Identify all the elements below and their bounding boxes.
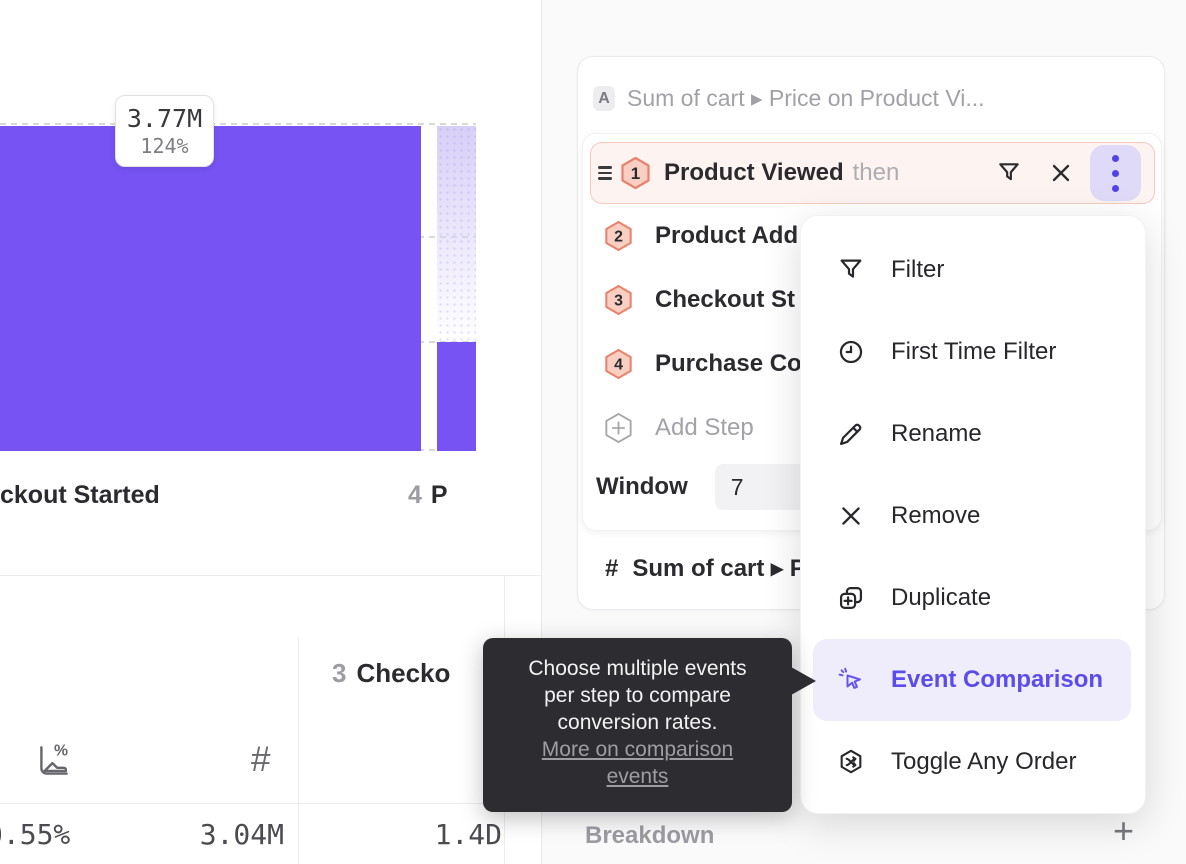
first-time-filter-icon [837,338,865,366]
event-comparison-tooltip: Choose multiple events per step to compa… [483,638,816,812]
step-3-label[interactable]: Checkout St [655,286,796,313]
bar-percent: 124% [140,134,189,158]
section-divider [0,575,541,576]
conversion-rate-icon[interactable]: % [33,740,75,782]
menu-item-filter[interactable]: Filter [813,229,1131,311]
series-a-badge: A [593,86,615,111]
svg-text:4: 4 [614,357,623,374]
bar-value-tooltip: 3.77M 124% [115,95,214,167]
add-step-button[interactable]: Add Step [583,396,1161,460]
step4-text: P [430,481,448,509]
metric-header-row[interactable]: A Sum of cart ▸ Price on Product Vi... [593,85,985,112]
more-on-comparison-events-link[interactable]: More on comparison events [541,738,734,788]
filter-icon [837,256,865,284]
menu-item-duplicate[interactable]: Duplicate [813,557,1131,639]
table-value-conversion: 0.55% [0,818,71,851]
table-value-count: 3.04M [199,818,284,851]
tooltip-line-1: Choose multiple events [528,657,747,680]
gridline [0,123,476,125]
menu-item-toggle-any-order[interactable]: Toggle Any Order [813,721,1131,803]
step-row-4[interactable]: 4 Purchase Co [583,332,1161,396]
table-column-group-header: 3 Checko [332,658,450,689]
column-step-number: 3 [332,658,347,688]
add-step-label: Add Step [655,414,754,441]
step-options-menu: Filter First Time Filter Rename [800,215,1146,814]
bar-value: 3.77M [126,104,203,133]
toggle-any-order-icon [837,748,865,776]
svg-text:3: 3 [614,293,623,310]
measurement-row[interactable]: # Sum of cart ▸ P [605,554,806,583]
tooltip-line-2: per step to compare [544,684,731,707]
remove-x-icon [837,502,865,530]
menu-item-first-time-filter[interactable]: First Time Filter [813,311,1131,393]
table-row-divider [0,803,541,804]
step-row-3[interactable]: 3 Checkout St [583,268,1161,332]
step-row-2[interactable]: 2 Product Add [583,204,1161,268]
funnel-bar-step4-converted[interactable] [437,342,476,451]
event-comparison-icon [837,666,865,694]
step-1-label[interactable]: Product Viewed [664,159,844,186]
tooltip-line-3: conversion rates. [557,711,718,734]
step4-number: 4 [408,481,422,509]
menu-item-event-comparison[interactable]: Event Comparison [813,639,1131,721]
breakdown-label: Breakdown [585,822,715,849]
add-breakdown-button[interactable]: + [1113,810,1135,851]
tooltip-arrow [791,667,816,695]
step-2-label[interactable]: Product Add [655,222,799,249]
step-options-menu-button[interactable] [1090,145,1141,201]
svg-text:1: 1 [631,164,640,183]
table-column-divider [298,637,299,864]
duplicate-icon [837,584,865,612]
window-label: Window [596,473,688,500]
column-step-name: Checko [356,658,451,688]
series-title: Sum of cart ▸ Price on Product Vi... [627,85,985,111]
drag-handle-icon[interactable] [598,166,612,180]
funnel-bar-step4-total[interactable] [437,126,476,342]
table-value-time: 1.4D [434,818,502,851]
menu-item-remove[interactable]: Remove [813,475,1131,557]
add-step-hexagon-plus-icon [604,412,633,444]
filter-icon[interactable] [996,160,1022,186]
funnel-bar-step3[interactable] [0,126,421,451]
x-axis-label-checkout-started: ckout Started [0,481,160,509]
rename-pencil-icon [837,420,865,448]
hash-prefix-icon: # [605,554,619,582]
svg-text:2: 2 [614,229,623,246]
svg-text:%: % [54,743,68,760]
hash-icon[interactable]: # [251,740,271,779]
step-1-badge: 1 [620,156,651,190]
measurement-text: Sum of cart ▸ P [632,555,806,582]
remove-step-x-icon[interactable] [1049,161,1073,185]
step-row-1[interactable]: 1 Product Viewed then [590,142,1155,204]
step-1-then: then [852,159,900,186]
menu-item-rename[interactable]: Rename [813,393,1131,475]
step-4-label[interactable]: Purchase Co [655,350,802,377]
